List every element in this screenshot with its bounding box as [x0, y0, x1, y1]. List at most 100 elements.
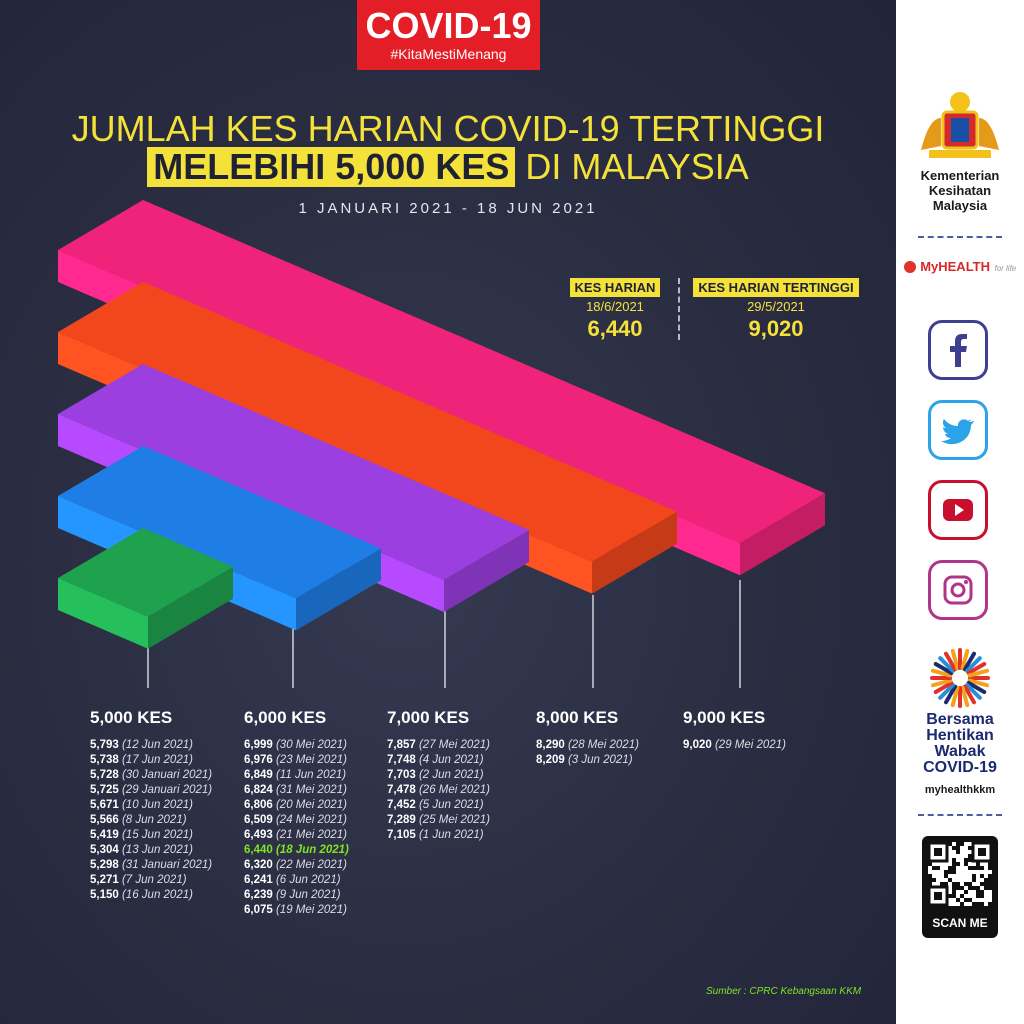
bar-front-face	[58, 578, 148, 649]
badge-title: COVID-19	[365, 5, 532, 46]
case-column-heading: 8,000 KES	[536, 708, 619, 727]
case-value: 6,806	[244, 799, 273, 811]
case-value: 7,289	[387, 814, 416, 826]
case-entry: 6,849 (11 Jun 2021)	[244, 768, 349, 783]
case-entry: 6,320 (22 Mei 2021)	[244, 858, 349, 873]
case-entry: 6,976 (23 Mei 2021)	[244, 753, 349, 768]
case-entry: 5,304 (13 Jun 2021)	[90, 843, 212, 858]
case-value: 6,075	[244, 904, 273, 916]
case-value: 5,419	[90, 829, 119, 841]
case-date: (25 Mei 2021)	[415, 814, 490, 826]
org-line-1: Kementerian	[920, 168, 1000, 183]
case-entry: 5,566 (8 Jun 2021)	[90, 813, 212, 828]
campaign-line-2: Hentikan	[926, 727, 994, 744]
case-value: 6,824	[244, 784, 273, 796]
case-entry: 5,793 (12 Jun 2021)	[90, 738, 212, 753]
case-entry: 5,728 (30 Januari 2021)	[90, 768, 212, 783]
case-date: (5 Jun 2021)	[415, 799, 484, 811]
case-date: (31 Mei 2021)	[272, 784, 347, 796]
facebook-icon[interactable]	[928, 320, 988, 380]
stat-daily-value: 6,440	[587, 316, 643, 341]
infographic: COVID-19 #KitaMestiMenang JUMLAH KES HAR…	[0, 0, 896, 1024]
case-value: 6,999	[244, 739, 273, 751]
case-value: 5,271	[90, 874, 119, 886]
case-column: 7,000 KES 7,857 (27 Mei 2021) 7,748 (4 Jun…	[387, 708, 490, 843]
case-value: 6,239	[244, 889, 273, 901]
bar-5000	[58, 528, 233, 649]
case-value: 5,298	[90, 859, 119, 871]
campaign-line-4: COVID-19	[923, 759, 997, 776]
case-value: 5,566	[90, 814, 119, 826]
case-value: 7,748	[387, 754, 416, 766]
case-date: (22 Mei 2021)	[272, 859, 347, 871]
case-value: 6,976	[244, 754, 273, 766]
badge-hashtag: #KitaMestiMenang	[390, 46, 507, 62]
case-entry: 7,105 (1 Jun 2021)	[387, 828, 490, 843]
case-entry: 6,824 (31 Mei 2021)	[244, 783, 349, 798]
twitter-icon[interactable]	[928, 400, 988, 460]
kkm-crest	[896, 88, 1024, 169]
case-column-heading: 5,000 KES	[90, 708, 173, 727]
title-line-2: MELEBIHI 5,000 KES DI MALAYSIA	[0, 146, 896, 188]
case-column: 6,000 KES 6,999 (30 Mei 2021) 6,976 (23 Me…	[244, 708, 349, 918]
case-date: (17 Jun 2021)	[118, 754, 193, 766]
case-entry: 8,209 (3 Jun 2021)	[536, 753, 639, 768]
case-entry: 7,703 (2 Jun 2021)	[387, 768, 490, 783]
title-highlight: MELEBIHI 5,000 KES	[147, 147, 516, 187]
sidebar-divider-2	[918, 814, 1002, 816]
case-date: (2 Jun 2021)	[415, 769, 484, 781]
stat-daily: KES HARIAN 18/6/2021 6,440	[560, 278, 670, 342]
bar-chart	[58, 200, 825, 688]
case-entry: 5,738 (17 Jun 2021)	[90, 753, 212, 768]
case-value: 8,290	[536, 739, 565, 751]
sidebar-divider	[918, 236, 1002, 238]
case-entry: 6,509 (24 Mei 2021)	[244, 813, 349, 828]
title-line-1: JUMLAH KES HARIAN COVID-19 TERTINGGI	[71, 108, 825, 149]
case-value: 6,320	[244, 859, 273, 871]
case-column-heading: 9,000 KES	[683, 708, 766, 727]
stat-daily-label: KES HARIAN	[569, 278, 661, 297]
case-column: 5,000 KES 5,793 (12 Jun 2021) 5,738 (17 Ju…	[90, 708, 212, 903]
case-date: (13 Jun 2021)	[118, 844, 193, 856]
case-value: 5,304	[90, 844, 119, 856]
case-value: 5,725	[90, 784, 119, 796]
scan-label: SCAN ME	[932, 916, 988, 930]
case-entry: 5,150 (16 Jun 2021)	[90, 888, 212, 903]
case-date: (21 Mei 2021)	[272, 829, 347, 841]
title-rest: DI MALAYSIA	[515, 146, 749, 187]
case-date: (6 Jun 2021)	[272, 874, 341, 886]
date-range: 1 JANUARI 2021 - 18 JUN 2021	[298, 200, 598, 217]
case-date: (30 Januari 2021)	[118, 769, 213, 781]
case-date: (4 Jun 2021)	[415, 754, 484, 766]
case-value: 7,452	[387, 799, 416, 811]
bar-top-face	[58, 446, 381, 599]
bar-top-face	[58, 282, 677, 562]
case-entry: 5,419 (15 Jun 2021)	[90, 828, 212, 843]
stat-highest-label: KES HARIAN TERTINGGI	[693, 278, 859, 297]
case-value: 8,209	[536, 754, 565, 766]
campaign-text: Bersama Hentikan Wabak COVID-19	[896, 712, 1024, 776]
myhealth-logo: MyHEALTH for life	[896, 258, 1024, 276]
case-date: (24 Mei 2021)	[272, 814, 347, 826]
case-value: 9,020	[683, 739, 712, 751]
bar-top-face	[58, 200, 825, 544]
case-entry: 6,440 (18 Jun 2021)	[244, 843, 349, 858]
qr-code[interactable]: SCAN ME	[922, 836, 998, 938]
case-date: (23 Mei 2021)	[272, 754, 347, 766]
case-value: 5,728	[90, 769, 119, 781]
case-entry: 5,725 (29 Januari 2021)	[90, 783, 212, 798]
case-entry: 5,671 (10 Jun 2021)	[90, 798, 212, 813]
sunburst-icon	[930, 648, 990, 708]
youtube-icon[interactable]	[928, 480, 988, 540]
case-date: (29 Januari 2021)	[118, 784, 213, 796]
covid-badge: COVID-19 #KitaMestiMenang	[357, 0, 540, 70]
case-value: 6,509	[244, 814, 273, 826]
case-date: (3 Jun 2021)	[564, 754, 633, 766]
bar-end-face	[444, 529, 529, 612]
case-value: 5,150	[90, 889, 119, 901]
case-entry: 7,478 (26 Mei 2021)	[387, 783, 490, 798]
instagram-icon[interactable]	[928, 560, 988, 620]
case-column: 8,000 KES 8,290 (28 Mei 2021) 8,209 (3 Jun…	[536, 708, 639, 768]
case-entry: 7,452 (5 Jun 2021)	[387, 798, 490, 813]
crest-icon	[921, 92, 999, 158]
